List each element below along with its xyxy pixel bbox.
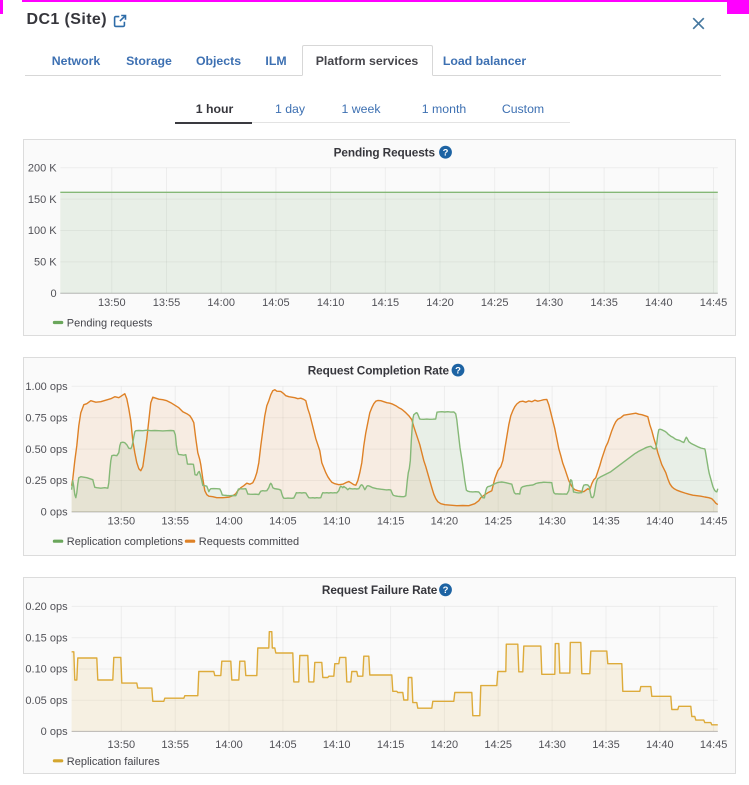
- svg-text:13:55: 13:55: [153, 297, 181, 309]
- svg-text:14:30: 14:30: [539, 739, 567, 751]
- svg-text:14:40: 14:40: [646, 516, 674, 528]
- svg-text:14:30: 14:30: [539, 516, 567, 528]
- svg-text:Pending Requests: Pending Requests: [334, 145, 436, 159]
- svg-text:Requests committed: Requests committed: [199, 536, 299, 548]
- svg-text:Request Failure Rate: Request Failure Rate: [322, 583, 438, 597]
- svg-text:14:05: 14:05: [269, 739, 297, 751]
- svg-text:150 K: 150 K: [28, 193, 57, 205]
- svg-text:13:55: 13:55: [162, 516, 190, 528]
- svg-text:Request Completion Rate: Request Completion Rate: [308, 364, 450, 378]
- svg-text:14:40: 14:40: [645, 297, 673, 309]
- svg-text:14:00: 14:00: [215, 516, 243, 528]
- svg-text:14:00: 14:00: [215, 739, 243, 751]
- svg-text:13:50: 13:50: [108, 516, 136, 528]
- svg-text:0.50 ops: 0.50 ops: [26, 444, 69, 456]
- svg-text:0.25 ops: 0.25 ops: [26, 475, 69, 487]
- svg-text:14:25: 14:25: [485, 516, 513, 528]
- svg-text:14:45: 14:45: [700, 739, 728, 751]
- svg-text:Pending requests: Pending requests: [67, 317, 153, 329]
- svg-text:14:30: 14:30: [536, 297, 564, 309]
- svg-text:14:35: 14:35: [592, 516, 620, 528]
- svg-text:14:00: 14:00: [208, 297, 236, 309]
- svg-text:14:45: 14:45: [700, 297, 728, 309]
- svg-text:14:45: 14:45: [700, 516, 728, 528]
- svg-text:0: 0: [51, 288, 57, 300]
- svg-text:50 K: 50 K: [34, 256, 57, 268]
- svg-text:14:35: 14:35: [592, 739, 620, 751]
- svg-text:14:20: 14:20: [431, 516, 459, 528]
- svg-text:14:15: 14:15: [377, 516, 405, 528]
- svg-text:14:05: 14:05: [269, 516, 297, 528]
- svg-text:14:25: 14:25: [485, 739, 513, 751]
- svg-text:14:25: 14:25: [481, 297, 509, 309]
- svg-text:?: ?: [443, 147, 449, 158]
- svg-text:0.05 ops: 0.05 ops: [26, 695, 69, 707]
- svg-text:14:05: 14:05: [262, 297, 290, 309]
- svg-text:14:20: 14:20: [431, 739, 459, 751]
- svg-text:Replication failures: Replication failures: [67, 756, 160, 768]
- svg-text:0.15 ops: 0.15 ops: [26, 633, 69, 645]
- svg-text:?: ?: [443, 585, 449, 596]
- svg-text:14:40: 14:40: [646, 739, 674, 751]
- svg-text:0.20 ops: 0.20 ops: [26, 601, 69, 613]
- svg-text:?: ?: [455, 366, 461, 377]
- svg-text:0.10 ops: 0.10 ops: [26, 664, 69, 676]
- svg-text:14:10: 14:10: [323, 739, 351, 751]
- svg-text:200 K: 200 K: [28, 162, 57, 174]
- svg-text:14:10: 14:10: [317, 297, 345, 309]
- svg-text:Replication completions: Replication completions: [67, 536, 184, 548]
- svg-text:0 ops: 0 ops: [41, 726, 68, 738]
- svg-text:0 ops: 0 ops: [41, 507, 68, 519]
- svg-text:14:15: 14:15: [377, 739, 405, 751]
- svg-text:14:10: 14:10: [323, 516, 351, 528]
- svg-text:13:50: 13:50: [108, 739, 136, 751]
- svg-text:100 K: 100 K: [28, 225, 57, 237]
- svg-text:1.00 ops: 1.00 ops: [26, 381, 69, 393]
- svg-text:14:20: 14:20: [426, 297, 454, 309]
- svg-text:0.75 ops: 0.75 ops: [26, 413, 69, 425]
- svg-text:14:35: 14:35: [591, 297, 619, 309]
- svg-text:13:50: 13:50: [98, 297, 126, 309]
- svg-text:13:55: 13:55: [162, 739, 190, 751]
- svg-text:14:15: 14:15: [372, 297, 400, 309]
